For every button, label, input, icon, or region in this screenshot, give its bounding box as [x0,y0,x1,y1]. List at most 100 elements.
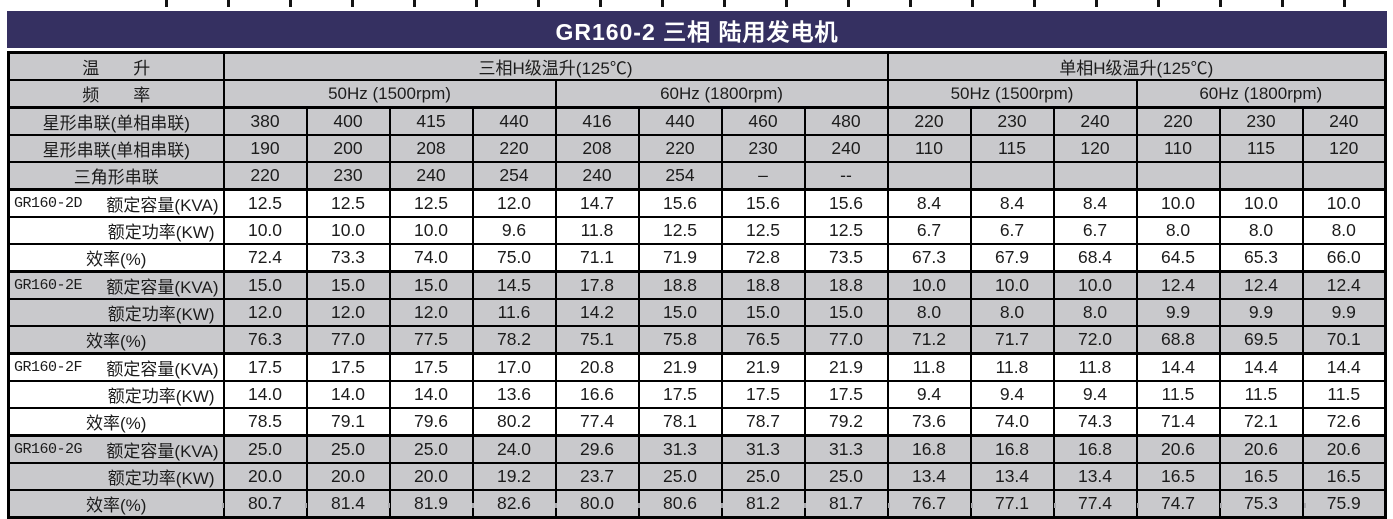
data-cell: 20.6 [1301,434,1387,464]
row-label: 额定功率(KW) [7,462,225,491]
data-cell: 12.5 [388,188,474,218]
crop-tick [847,0,850,7]
row-label: 效率(%) [7,325,225,355]
data-cell: 77.5 [388,325,474,355]
data-cell: 77.4 [554,407,640,437]
row-label-text: 额定容量(KVA) [106,442,219,461]
crop-tick [723,0,726,7]
data-cell: 240 [388,161,474,191]
data-cell: 15.6 [803,188,889,218]
row-label-text: 效率(%) [86,250,147,269]
table-row: 效率(%) 72.4 73.3 74.0 75.0 71.1 71.9 72.8 73.5 67.… [7,243,1387,273]
data-cell: 75.1 [554,325,640,355]
table-row: 效率(%) 78.5 79.1 79.6 80.2 77.4 78.1 78.7 79.2 73.… [7,407,1387,437]
data-cell: 460 [720,106,806,136]
data-cell: 208 [554,134,640,163]
data-cell: 11.5 [1301,380,1387,409]
data-cell: 9.9 [1301,298,1387,327]
data-cell: 71.1 [554,243,640,273]
data-cell: 73.6 [886,407,972,437]
crop-tick [1281,0,1284,7]
data-cell: 64.5 [1135,243,1221,273]
data-cell: 9.9 [1218,298,1304,327]
data-cell: 70.1 [1301,325,1387,355]
crop-tick [1219,0,1222,7]
data-cell: 10.0 [1218,188,1304,218]
data-cell: 18.8 [720,270,806,300]
model-code: GR160-2G [14,441,83,458]
data-cell [1301,161,1387,191]
data-cell: 12.4 [1135,270,1221,300]
data-cell: 21.9 [637,352,723,382]
data-cell: 240 [1052,106,1138,136]
row-label: 效率(%) [7,243,225,273]
crop-tick [1157,0,1160,7]
row-label: GR160-2D 额定容量(KVA) [7,188,225,218]
data-cell: 17.8 [554,270,640,300]
data-cell: 31.3 [637,434,723,464]
data-cell: 77.0 [305,325,391,355]
data-cell: 67.9 [969,243,1055,273]
data-cell: 10.0 [1052,270,1138,300]
data-cell: 12.0 [305,298,391,327]
data-cell: 240 [1301,106,1387,136]
data-cell: 12.4 [1301,270,1387,300]
temp-rise-row: 温 升 三相H级温升(125℃) 单相H级温升(125℃) [7,51,1387,81]
data-cell: 20.6 [1135,434,1221,464]
row-label: 额定功率(KW) [7,380,225,409]
data-cell: 69.5 [1218,325,1304,355]
data-cell: 6.7 [969,216,1055,245]
data-cell: 72.8 [720,243,806,273]
data-cell: 254 [471,161,557,191]
crop-tick [554,503,557,508]
data-cell: 15.6 [720,188,806,218]
data-cell: 10.0 [222,216,308,245]
data-cell: 10.0 [886,270,972,300]
data-cell: 71.4 [1135,407,1221,437]
crop-tick [638,503,640,508]
data-cell: 13.4 [969,462,1055,491]
data-cell: 74.3 [1052,407,1138,437]
crop-tick [970,503,973,508]
table-row: 三角形串联 220 230 240 254 240 254– -- [7,161,1387,191]
table-row: GR160-2F 额定容量(KVA) 17.5 17.5 17.5 17.0 20.8 21.… [7,352,1387,382]
data-cell: 17.5 [637,380,723,409]
crop-tick [351,0,354,7]
data-cell: 14.4 [1135,352,1221,382]
data-cell: 75.0 [471,243,557,273]
data-cell: 14.2 [554,298,640,327]
row-label: 效率(%) [7,407,225,437]
data-cell: 17.5 [388,352,474,382]
data-cell: 79.2 [803,407,889,437]
data-cell: 16.8 [886,434,972,464]
crop-tick [661,0,664,7]
table-body: 星形串联(单相串联) 380 400 415 440 416 440 460 480 220 230… [7,106,1387,519]
data-cell: 18.8 [803,270,889,300]
data-cell: 208 [388,134,474,163]
data-cell: 11.5 [1135,380,1221,409]
crop-tick [388,503,391,508]
data-cell: 10.0 [305,216,391,245]
data-cell [1052,161,1138,191]
data-cell: 17.5 [720,380,806,409]
data-cell: 10.0 [969,270,1055,300]
data-cell: 220 [637,134,723,163]
row-label-text: 星形串联(单相串联) [42,114,190,133]
data-cell: 17.5 [803,380,889,409]
row-label: GR160-2E 额定容量(KVA) [7,270,225,300]
crop-tick [471,503,474,508]
cropped-table-ticks-bottom [0,501,1393,509]
data-cell: 16.8 [1052,434,1138,464]
data-cell: 14.4 [1301,352,1387,382]
data-cell: 14.0 [388,380,474,409]
table-row: GR160-2G 额定容量(KVA) 25.0 25.0 25.0 24.0 29.6 31.… [7,434,1387,464]
data-cell [1218,161,1304,191]
data-cell: 8.0 [1301,216,1387,245]
model-code: GR160-2F [14,359,83,376]
data-cell: 400 [305,106,391,136]
data-cell: 11.8 [1052,352,1138,382]
data-cell: 8.4 [969,188,1055,218]
data-cell: 415 [388,106,474,136]
data-cell: 31.3 [720,434,806,464]
data-cell: 25.0 [637,462,723,491]
